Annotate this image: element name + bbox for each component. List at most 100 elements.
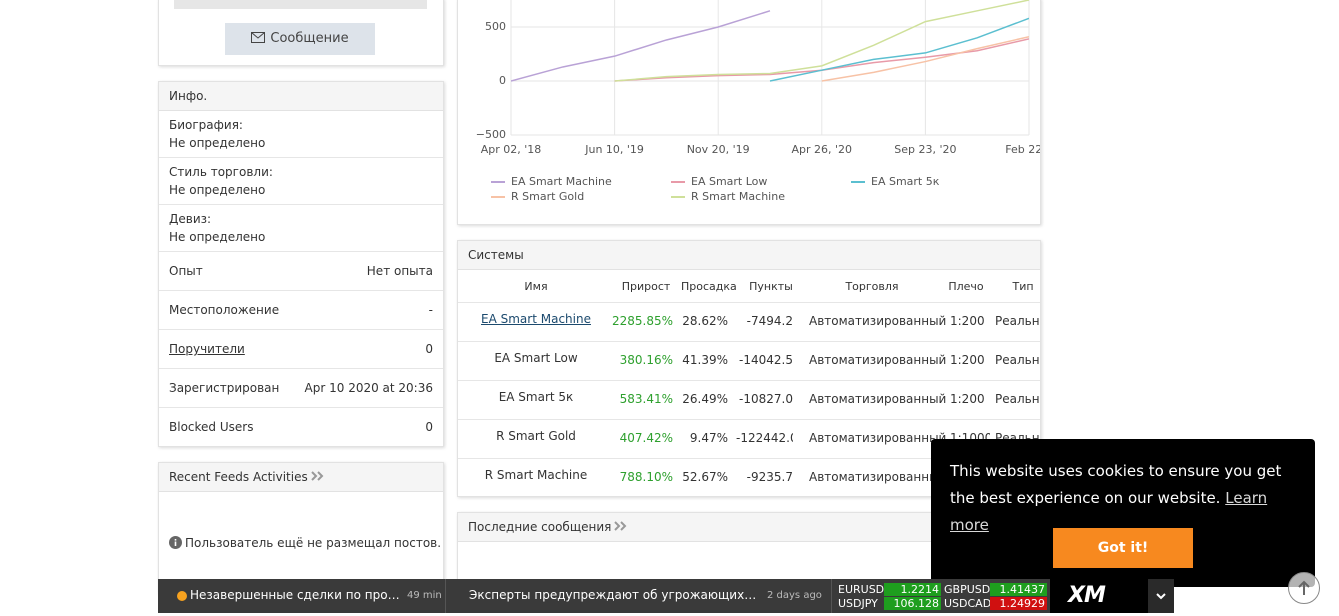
- info-value: -: [428, 303, 433, 317]
- table-cell: -14042.5: [739, 353, 793, 367]
- x-tick-label: Nov 20, '19: [687, 143, 750, 156]
- feeds-box: Recent Feeds Activities Пользователь ещё…: [158, 462, 444, 594]
- y-tick-label: 500: [485, 20, 506, 33]
- table-cell: Автоматизированный: [809, 314, 947, 328]
- info-label: Биография:: [169, 118, 243, 132]
- x-tick-label: Sep 23, '20: [894, 143, 956, 156]
- series-line: [769, 17, 1029, 82]
- series-line: [511, 10, 771, 82]
- arrow-up: [1298, 580, 1310, 595]
- chart-box: −500 0 500 Apr 02, '18 Jun 10, '19 Nov 20, '1…: [457, 0, 1041, 225]
- quote-price: 1.41437: [990, 583, 1047, 596]
- logo: XM: [1068, 583, 1106, 608]
- legend-label: EA Smart 5к: [871, 175, 940, 188]
- feeds-empty-text: Пользователь ещё не размещал постов.: [185, 536, 442, 550]
- info-header: Инфо.: [159, 82, 443, 111]
- table-header-row: Имя Прирост Просадка Пункты Торговля Плечо Тип: [458, 270, 1040, 303]
- table-row: EA Smart 5к 583.41% 26.49% -10827.0 Автомати…: [458, 381, 1040, 420]
- legend-label: EA Smart Low: [691, 175, 767, 188]
- info-row: Девиз: Не определено: [159, 205, 443, 252]
- table-cell: -9235.7: [746, 470, 793, 484]
- table-cell: -122442.0: [736, 431, 793, 445]
- info-value: Не определено: [169, 230, 266, 244]
- column-header: Торговля: [845, 280, 899, 293]
- info-label: Зарегистрирован: [169, 381, 280, 395]
- chevrons: [311, 471, 324, 481]
- column-header: Прирост: [621, 280, 671, 293]
- separator: [831, 579, 832, 613]
- y-tick-label: −500: [476, 128, 506, 141]
- table-row: EA Smart Low 380.16% 41.39% -14042.5 Автомат…: [458, 342, 1040, 381]
- logo-box[interactable]: XM: [1050, 579, 1148, 613]
- column-header: Просадка: [681, 280, 737, 293]
- status-dot: [177, 591, 187, 601]
- table-cell: Реальный: [995, 314, 1040, 328]
- quote-price: 1.24929: [990, 597, 1047, 610]
- column-header: Плечо: [948, 280, 984, 293]
- info-row: Зарегистрирован Apr 10 2020 at 20:36: [159, 369, 443, 408]
- messages-title: Последние сообщения: [468, 520, 612, 534]
- quote-symbol: GBPUSD: [944, 583, 991, 596]
- feeds-title: Recent Feeds Activities: [169, 470, 308, 484]
- info-value: 0: [425, 420, 433, 434]
- table-cell: 788.10%: [619, 470, 673, 484]
- message-label: Сообщение: [270, 31, 349, 46]
- quote-price: 1.2214: [884, 583, 941, 596]
- legend-label: R Smart Gold: [511, 190, 584, 203]
- info-label: Местоположение: [169, 303, 280, 317]
- table-cell: Автоматизированный: [809, 392, 947, 406]
- table-cell: -7494.2: [746, 314, 793, 328]
- cookie-text: This website uses cookies to ensure you …: [950, 458, 1300, 539]
- system-name[interactable]: EA Smart Machine: [481, 312, 591, 326]
- x-tick-label: Feb 22...: [1005, 143, 1040, 156]
- info-row: Поручители 0: [159, 330, 443, 369]
- table-cell: Автоматизированный: [809, 431, 947, 445]
- table-row: EA Smart Machine 2285.85% 28.62% -7494.2 Авт…: [458, 303, 1040, 342]
- system-name[interactable]: R Smart Machine: [484, 468, 588, 482]
- table-cell: 1:200: [950, 314, 985, 328]
- table-cell: 583.41%: [619, 392, 673, 406]
- info-label: Девиз:: [169, 212, 212, 226]
- info-box: Инфо. Биография: Не определено Стиль торго…: [158, 81, 444, 447]
- series-line: [614, 0, 1029, 82]
- news-title[interactable]: Эксперты предупреждают об угрожающих раз…: [469, 588, 759, 602]
- system-name[interactable]: EA Smart Low: [494, 351, 578, 365]
- table-cell: Реальный: [995, 392, 1040, 406]
- chart: −500 0 500 Apr 02, '18 Jun 10, '19 Nov 20, '1…: [476, 0, 1040, 203]
- scroll-top-button[interactable]: [1288, 572, 1320, 604]
- quote-symbol: EURUSD: [838, 583, 885, 596]
- info-row: Местоположение -: [159, 291, 443, 330]
- learn-more-link[interactable]: Learn more: [950, 489, 1268, 534]
- table-cell: 9.47%: [689, 431, 728, 445]
- news-time: 49 min: [407, 590, 442, 601]
- x-tick-label: Apr 02, '18: [481, 143, 542, 156]
- info-label[interactable]: Поручители: [169, 342, 245, 356]
- news-title[interactable]: Незавершенные сделки по продажам: [190, 588, 400, 602]
- table-cell: 407.42%: [619, 431, 673, 445]
- quote-symbol: USDJPY: [838, 597, 878, 610]
- info-label: Стиль торговли:: [169, 165, 273, 179]
- info-row: Биография: Не определено: [159, 111, 443, 158]
- table-cell: 26.49%: [682, 392, 728, 406]
- feeds-header: Recent Feeds Activities: [159, 463, 443, 492]
- info-row: Опыт Нет опыта: [159, 252, 443, 291]
- table-cell: 2285.85%: [611, 314, 673, 328]
- news-time: 2 days ago: [767, 590, 822, 601]
- column-header: Пункты: [749, 280, 793, 293]
- got-it-button[interactable]: Got it!: [1053, 528, 1193, 568]
- separator: [445, 579, 446, 613]
- system-name[interactable]: R Smart Gold: [496, 429, 576, 443]
- system-name[interactable]: EA Smart 5к: [498, 390, 574, 404]
- info-value: Нет опыта: [366, 264, 433, 278]
- x-tick-label: Apr 26, '20: [792, 143, 853, 156]
- table-cell: 1:200: [950, 392, 985, 406]
- quote-price: 106.128: [884, 597, 941, 610]
- dropdown-toggle[interactable]: [1148, 579, 1174, 613]
- info-label: Опыт: [169, 264, 203, 278]
- message-button[interactable]: Сообщение: [225, 23, 375, 55]
- profile-box: Сообщение: [158, 0, 444, 66]
- table-cell: 380.16%: [619, 353, 673, 367]
- column-header: Имя: [524, 280, 548, 293]
- column-header: Тип: [1012, 280, 1034, 293]
